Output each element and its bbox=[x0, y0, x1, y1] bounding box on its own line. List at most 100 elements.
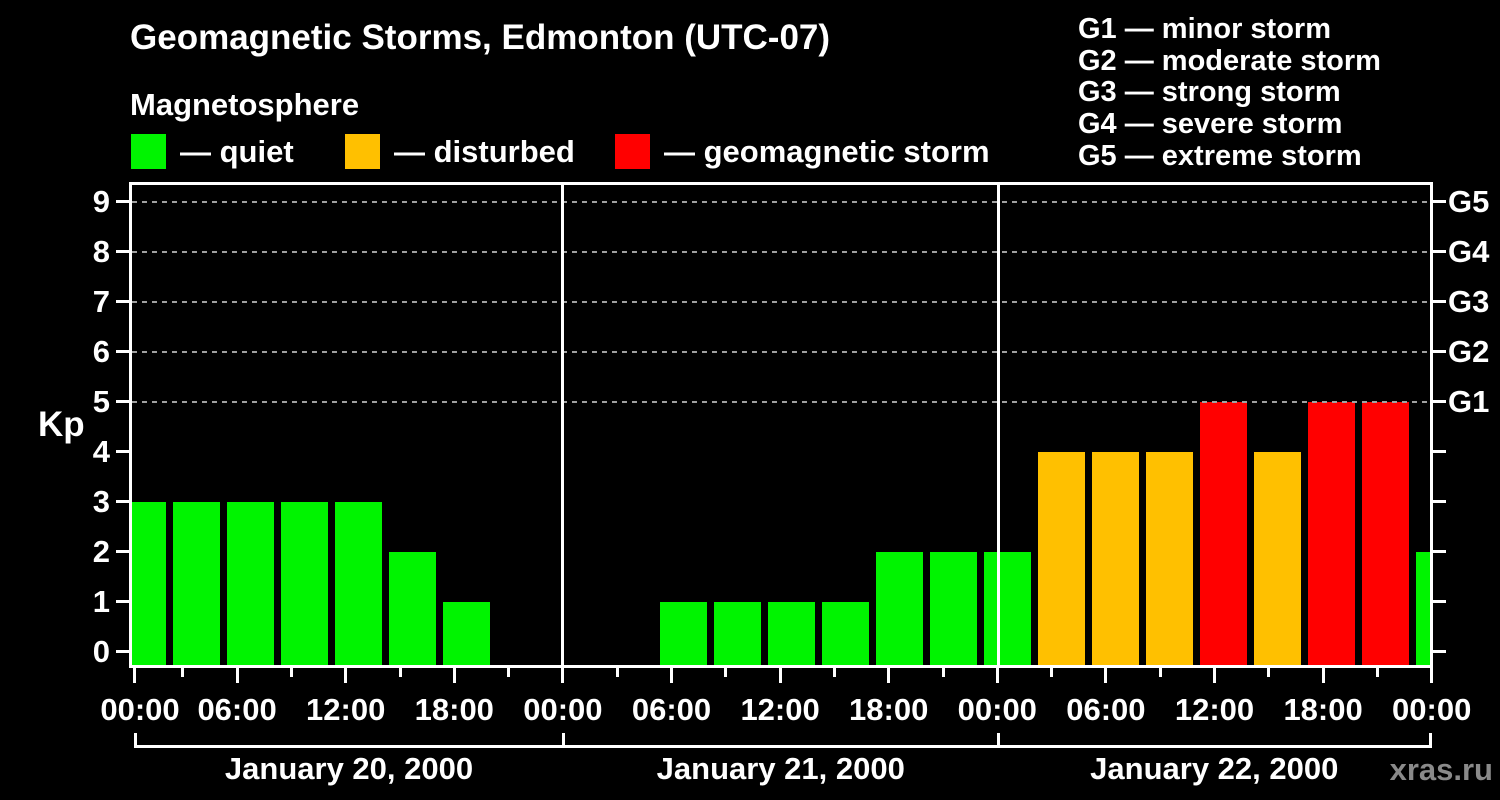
x-axis-tick bbox=[1267, 668, 1271, 677]
x-axis-label: 00:00 bbox=[1392, 692, 1472, 727]
watermark: xras.ru bbox=[1389, 752, 1493, 787]
gridline-g1 bbox=[132, 400, 1430, 403]
disturbed-color-swatch bbox=[345, 134, 380, 169]
x-axis-tick bbox=[832, 668, 836, 677]
kp-bar bbox=[443, 601, 491, 665]
x-axis-tick bbox=[561, 668, 565, 683]
kp-bar bbox=[713, 601, 761, 665]
y-axis-tick bbox=[116, 650, 129, 654]
gridline-g2 bbox=[132, 350, 1430, 353]
gridline-g5 bbox=[132, 200, 1430, 203]
plot-frame bbox=[129, 182, 1433, 668]
kp-bar bbox=[281, 501, 329, 665]
x-axis-tick bbox=[289, 668, 293, 677]
y-axis-label: 4 bbox=[92, 433, 110, 469]
y-axis-tick-right bbox=[1433, 600, 1446, 604]
x-axis-tick bbox=[344, 668, 348, 683]
bracket-tick bbox=[1428, 733, 1432, 748]
y-axis-label: 5 bbox=[92, 383, 110, 419]
g-level-label: G2 bbox=[1448, 333, 1490, 369]
kp-bar bbox=[1254, 451, 1302, 665]
date-bracket bbox=[135, 745, 1430, 748]
kp-bar bbox=[767, 601, 815, 665]
y-axis-tick bbox=[116, 200, 129, 204]
x-axis-tick bbox=[1104, 668, 1108, 683]
x-axis-tick bbox=[615, 668, 619, 677]
bracket-tick bbox=[561, 733, 565, 748]
legend-label-quiet: — quiet bbox=[180, 134, 294, 169]
y-axis-label: 7 bbox=[92, 283, 110, 319]
x-axis-tick bbox=[1321, 668, 1325, 683]
storm-scale-g2: G2 — moderate storm bbox=[1078, 44, 1381, 77]
gridline-g4 bbox=[132, 250, 1430, 253]
y-axis-tick-right bbox=[1433, 200, 1446, 204]
y-axis-tick-right bbox=[1433, 500, 1446, 504]
x-axis-tick bbox=[995, 668, 999, 683]
y-axis-tick-right bbox=[1433, 550, 1446, 554]
storm-scale-g1: G1 — minor storm bbox=[1078, 13, 1331, 45]
x-axis-label: 00:00 bbox=[523, 692, 603, 727]
kp-bar bbox=[1037, 451, 1085, 665]
day-divider bbox=[561, 185, 565, 665]
bracket-tick bbox=[997, 733, 1000, 748]
x-axis-tick bbox=[452, 668, 456, 683]
quiet-color-swatch bbox=[131, 134, 166, 169]
date-label: January 22, 2000 bbox=[1090, 751, 1339, 786]
kp-bar bbox=[983, 551, 1031, 665]
x-axis-tick bbox=[1375, 668, 1379, 677]
x-axis-label: 06:00 bbox=[631, 692, 712, 727]
kp-bar bbox=[1200, 401, 1247, 665]
kp-bar bbox=[659, 601, 707, 665]
x-axis-label: 00:00 bbox=[100, 692, 180, 727]
x-axis-tick bbox=[887, 668, 891, 683]
y-axis-title: Kp bbox=[38, 405, 85, 444]
x-axis-tick bbox=[132, 668, 136, 683]
g-level-label: G4 bbox=[1448, 233, 1490, 269]
y-axis-label: 2 bbox=[92, 533, 110, 569]
x-axis-label: 18:00 bbox=[1283, 692, 1363, 727]
kp-bar bbox=[1091, 451, 1139, 665]
chart-title: Geomagnetic Storms, Edmonton (UTC-07) bbox=[130, 18, 831, 57]
x-axis-tick bbox=[181, 668, 185, 677]
legend-label-storm: — geomagnetic storm bbox=[664, 134, 990, 169]
day-divider bbox=[997, 185, 1000, 665]
y-axis-tick bbox=[116, 550, 129, 554]
y-axis-tick bbox=[116, 350, 129, 354]
date-label: January 20, 2000 bbox=[224, 751, 474, 786]
storm-scale-legend: G1 — minor storm G2 — moderate storm G3 … bbox=[1078, 13, 1381, 173]
storm-scale-g5: G5 — extreme storm bbox=[1078, 139, 1362, 172]
y-axis-label: 1 bbox=[92, 583, 110, 619]
y-axis-tick bbox=[116, 300, 129, 304]
kp-bar bbox=[389, 551, 437, 665]
kp-bar bbox=[1416, 551, 1430, 665]
kp-bar bbox=[335, 501, 383, 665]
kp-bar bbox=[875, 551, 923, 665]
date-label: January 21, 2000 bbox=[656, 751, 905, 786]
y-axis-tick bbox=[116, 250, 129, 254]
x-axis-tick bbox=[941, 668, 945, 677]
x-axis-label: 12:00 bbox=[1174, 692, 1255, 727]
y-axis-tick bbox=[116, 400, 129, 404]
y-axis-tick-right bbox=[1433, 300, 1446, 304]
kp-bar bbox=[132, 501, 166, 665]
x-axis-label: 06:00 bbox=[197, 692, 277, 727]
storm-scale-g3: G3 — strong storm bbox=[1078, 76, 1341, 109]
x-axis-tick bbox=[1158, 668, 1162, 677]
y-axis-label: 8 bbox=[92, 233, 110, 269]
x-axis-tick bbox=[1430, 668, 1434, 683]
kp-bar bbox=[227, 501, 275, 665]
legend-label-disturbed: — disturbed bbox=[394, 134, 575, 169]
x-axis-tick bbox=[398, 668, 402, 677]
x-axis-tick bbox=[235, 668, 239, 683]
g-level-label: G5 bbox=[1448, 183, 1490, 219]
storm-scale-g4: G4 — severe storm bbox=[1078, 108, 1343, 141]
kp-bar bbox=[1362, 401, 1410, 665]
kp-bar bbox=[821, 601, 869, 665]
kp-bar bbox=[173, 501, 221, 665]
x-axis-tick bbox=[670, 668, 673, 683]
y-axis-tick-right bbox=[1433, 650, 1446, 654]
x-axis-tick bbox=[724, 668, 728, 677]
x-axis-tick bbox=[778, 668, 782, 683]
y-axis-tick-right bbox=[1433, 250, 1446, 254]
